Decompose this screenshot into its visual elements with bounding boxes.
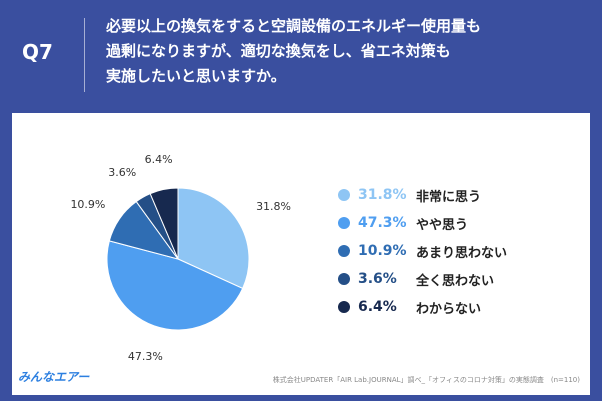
legend-item: 3.6% 全く思わない bbox=[338, 265, 507, 293]
slice-value-label: 31.8% bbox=[256, 200, 292, 213]
question-line: 実施したいと思いますか。 bbox=[106, 67, 286, 85]
legend-label: 全く思わない bbox=[416, 273, 495, 289]
legend-label: あまり思わない bbox=[416, 245, 508, 261]
slice-value-label: 10.9% bbox=[70, 197, 106, 211]
legend-marker bbox=[338, 217, 350, 229]
pie-slice bbox=[177, 187, 250, 290]
legend-item: 31.8% 非常に思う bbox=[338, 181, 507, 209]
slice-value-label: 3.6% bbox=[108, 166, 137, 180]
legend-item: 6.4% わからない bbox=[338, 293, 507, 321]
legend-percent: 31.8% bbox=[358, 187, 407, 203]
legend-marker bbox=[338, 189, 350, 201]
legend-marker bbox=[338, 301, 350, 313]
brand-logo: みんなエアー bbox=[18, 370, 90, 384]
pie-chart bbox=[106, 187, 250, 331]
legend-percent: 10.9% bbox=[358, 243, 407, 259]
legend-item: 47.3% やや思う bbox=[338, 209, 507, 237]
legend-percent: 3.6% bbox=[358, 271, 397, 287]
legend-label: わからない bbox=[416, 301, 482, 317]
source-note: 株式会社UPDATER「AIR Lab.JOURNAL」調べ_「オフィスのコロナ… bbox=[272, 376, 580, 384]
question-line: 過剰になりますが、適切な換気をし、省エネ対策も bbox=[106, 42, 451, 60]
legend-item: 10.9% あまり思わない bbox=[338, 237, 507, 265]
legend-label: 非常に思う bbox=[416, 189, 482, 205]
chart-card: 31.8% 47.3% 10.9% 3.6% 6.4% 31.8% 非常に思う 47.3… bbox=[12, 113, 590, 395]
question-text: 必要以上の換気をすると空調設備のエネルギー使用量も 過剰になりますが、適切な換気… bbox=[106, 14, 576, 89]
question-number: Q7 bbox=[22, 40, 53, 64]
question-line: 必要以上の換気をすると空調設備のエネルギー使用量も bbox=[106, 17, 482, 35]
slice-value-label: 47.3% bbox=[127, 349, 163, 363]
header-divider bbox=[84, 18, 85, 92]
legend-label: やや思う bbox=[416, 217, 469, 233]
legend: 31.8% 非常に思う 47.3% やや思う 10.9% あまり思わない 3.6… bbox=[338, 181, 507, 321]
slice-value-label: 6.4% bbox=[144, 153, 173, 167]
legend-percent: 47.3% bbox=[358, 215, 407, 231]
legend-marker bbox=[338, 273, 350, 285]
legend-percent: 6.4% bbox=[358, 299, 397, 315]
legend-marker bbox=[338, 245, 350, 257]
pie-slice bbox=[106, 240, 244, 331]
header: Q7 必要以上の換気をすると空調設備のエネルギー使用量も 過剰になりますが、適切… bbox=[0, 0, 602, 112]
pie-slice bbox=[149, 187, 179, 260]
